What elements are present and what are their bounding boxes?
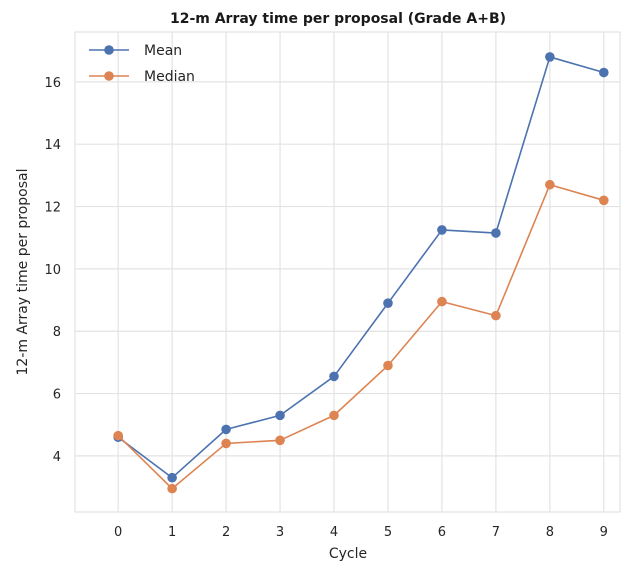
legend-label-mean: Mean [144, 43, 182, 59]
data-point-median [437, 296, 447, 307]
legend-marker-mean [104, 45, 114, 55]
data-point-mean [167, 472, 177, 483]
chart-title: 12-m Array time per proposal (Grade A+B) [170, 11, 506, 27]
series-line-median [117, 183, 605, 490]
data-point-median [491, 310, 501, 321]
x-tick-label: 5 [384, 525, 392, 540]
y-tick-label: 16 [44, 76, 61, 91]
x-tick-label: 6 [438, 525, 446, 540]
data-point-median [221, 438, 231, 449]
y-tick-labels: 4 6 8 10 12 14 16 [44, 76, 61, 465]
y-tick-label: 8 [53, 325, 61, 340]
data-point-mean [545, 52, 555, 62]
x-tick-label: 4 [330, 525, 338, 540]
plot-frame [74, 31, 621, 513]
y-tick-label: 10 [44, 263, 61, 278]
x-tick-labels: 0 1 2 3 4 5 6 7 8 9 [114, 525, 608, 540]
legend-marker-median [104, 71, 114, 81]
data-point-mean [383, 298, 393, 308]
data-point-median [545, 179, 555, 190]
data-point-median [599, 195, 609, 206]
data-point-median [329, 410, 339, 421]
data-point-mean [275, 410, 285, 421]
data-point-median [275, 435, 285, 446]
data-point-mean [221, 424, 231, 435]
x-tick-label: 3 [276, 525, 284, 540]
data-point-median [167, 483, 177, 494]
grid [75, 32, 620, 512]
y-tick-label: 6 [53, 388, 61, 403]
x-tick-label: 8 [546, 525, 554, 540]
x-axis-label: Cycle [329, 546, 367, 562]
data-point-mean [599, 67, 609, 78]
y-tick-label: 14 [44, 138, 61, 153]
x-tick-label: 2 [222, 525, 230, 540]
legend-label-median: Median [144, 69, 195, 85]
data-point-mean [491, 228, 501, 238]
x-tick-label: 0 [114, 525, 122, 540]
data-point-median [383, 360, 393, 371]
data-point-median [113, 430, 123, 441]
data-point-mean [329, 371, 339, 382]
y-tick-label: 12 [44, 201, 61, 216]
data-point-mean [437, 225, 447, 235]
x-tick-label: 9 [600, 525, 608, 540]
series-line-mean [117, 56, 605, 479]
y-axis-label: 12-m Array time per proposal [15, 168, 31, 375]
y-tick-label: 4 [53, 450, 61, 465]
legend: Mean Median [89, 43, 195, 85]
x-tick-label: 1 [168, 525, 176, 540]
x-tick-label: 7 [492, 525, 500, 540]
series-group [113, 52, 609, 494]
